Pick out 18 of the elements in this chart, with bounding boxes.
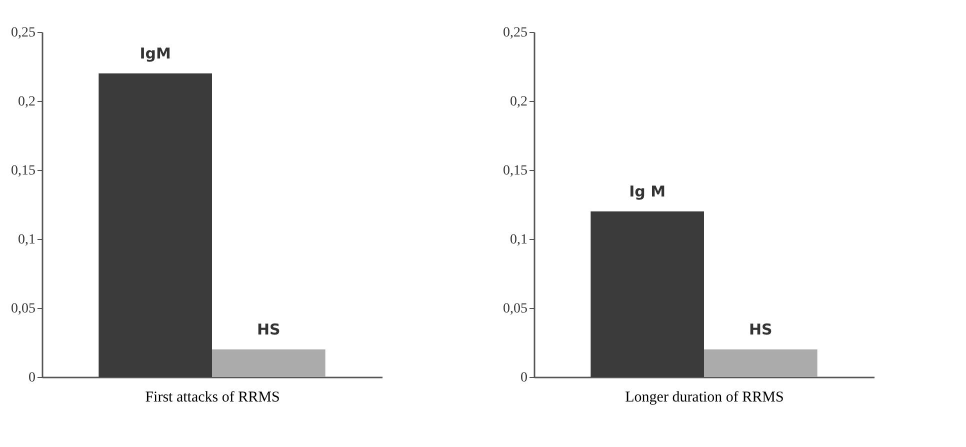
x-tick-label: HS <box>256 320 280 338</box>
x-axis-title: Longer duration of RRMS <box>625 390 784 406</box>
y-tick-label: 0,2 <box>18 94 36 110</box>
y-tick-label: 0,05 <box>503 302 528 316</box>
y-tick-label: 0,1 <box>18 232 36 248</box>
y-tick-label: 0,2 <box>510 94 528 110</box>
y-tick-label: 0,25 <box>11 26 36 40</box>
y-tick-label: 0,1 <box>510 232 528 248</box>
y-tick-label: 0,15 <box>11 164 36 178</box>
y-tick-label: 0,15 <box>503 164 528 178</box>
x-tick-label: Ig M <box>629 182 666 200</box>
y-tick-label: 0 <box>28 370 36 386</box>
y-tick-label: 0 <box>520 370 528 386</box>
y-tick-label: 0,05 <box>11 302 36 316</box>
x-tick-label: IgM <box>140 44 171 62</box>
y-tick-label: 0,25 <box>503 26 528 40</box>
x-axis-title: First attacks of RRMS <box>145 390 280 406</box>
x-tick-label: HS <box>748 320 772 338</box>
